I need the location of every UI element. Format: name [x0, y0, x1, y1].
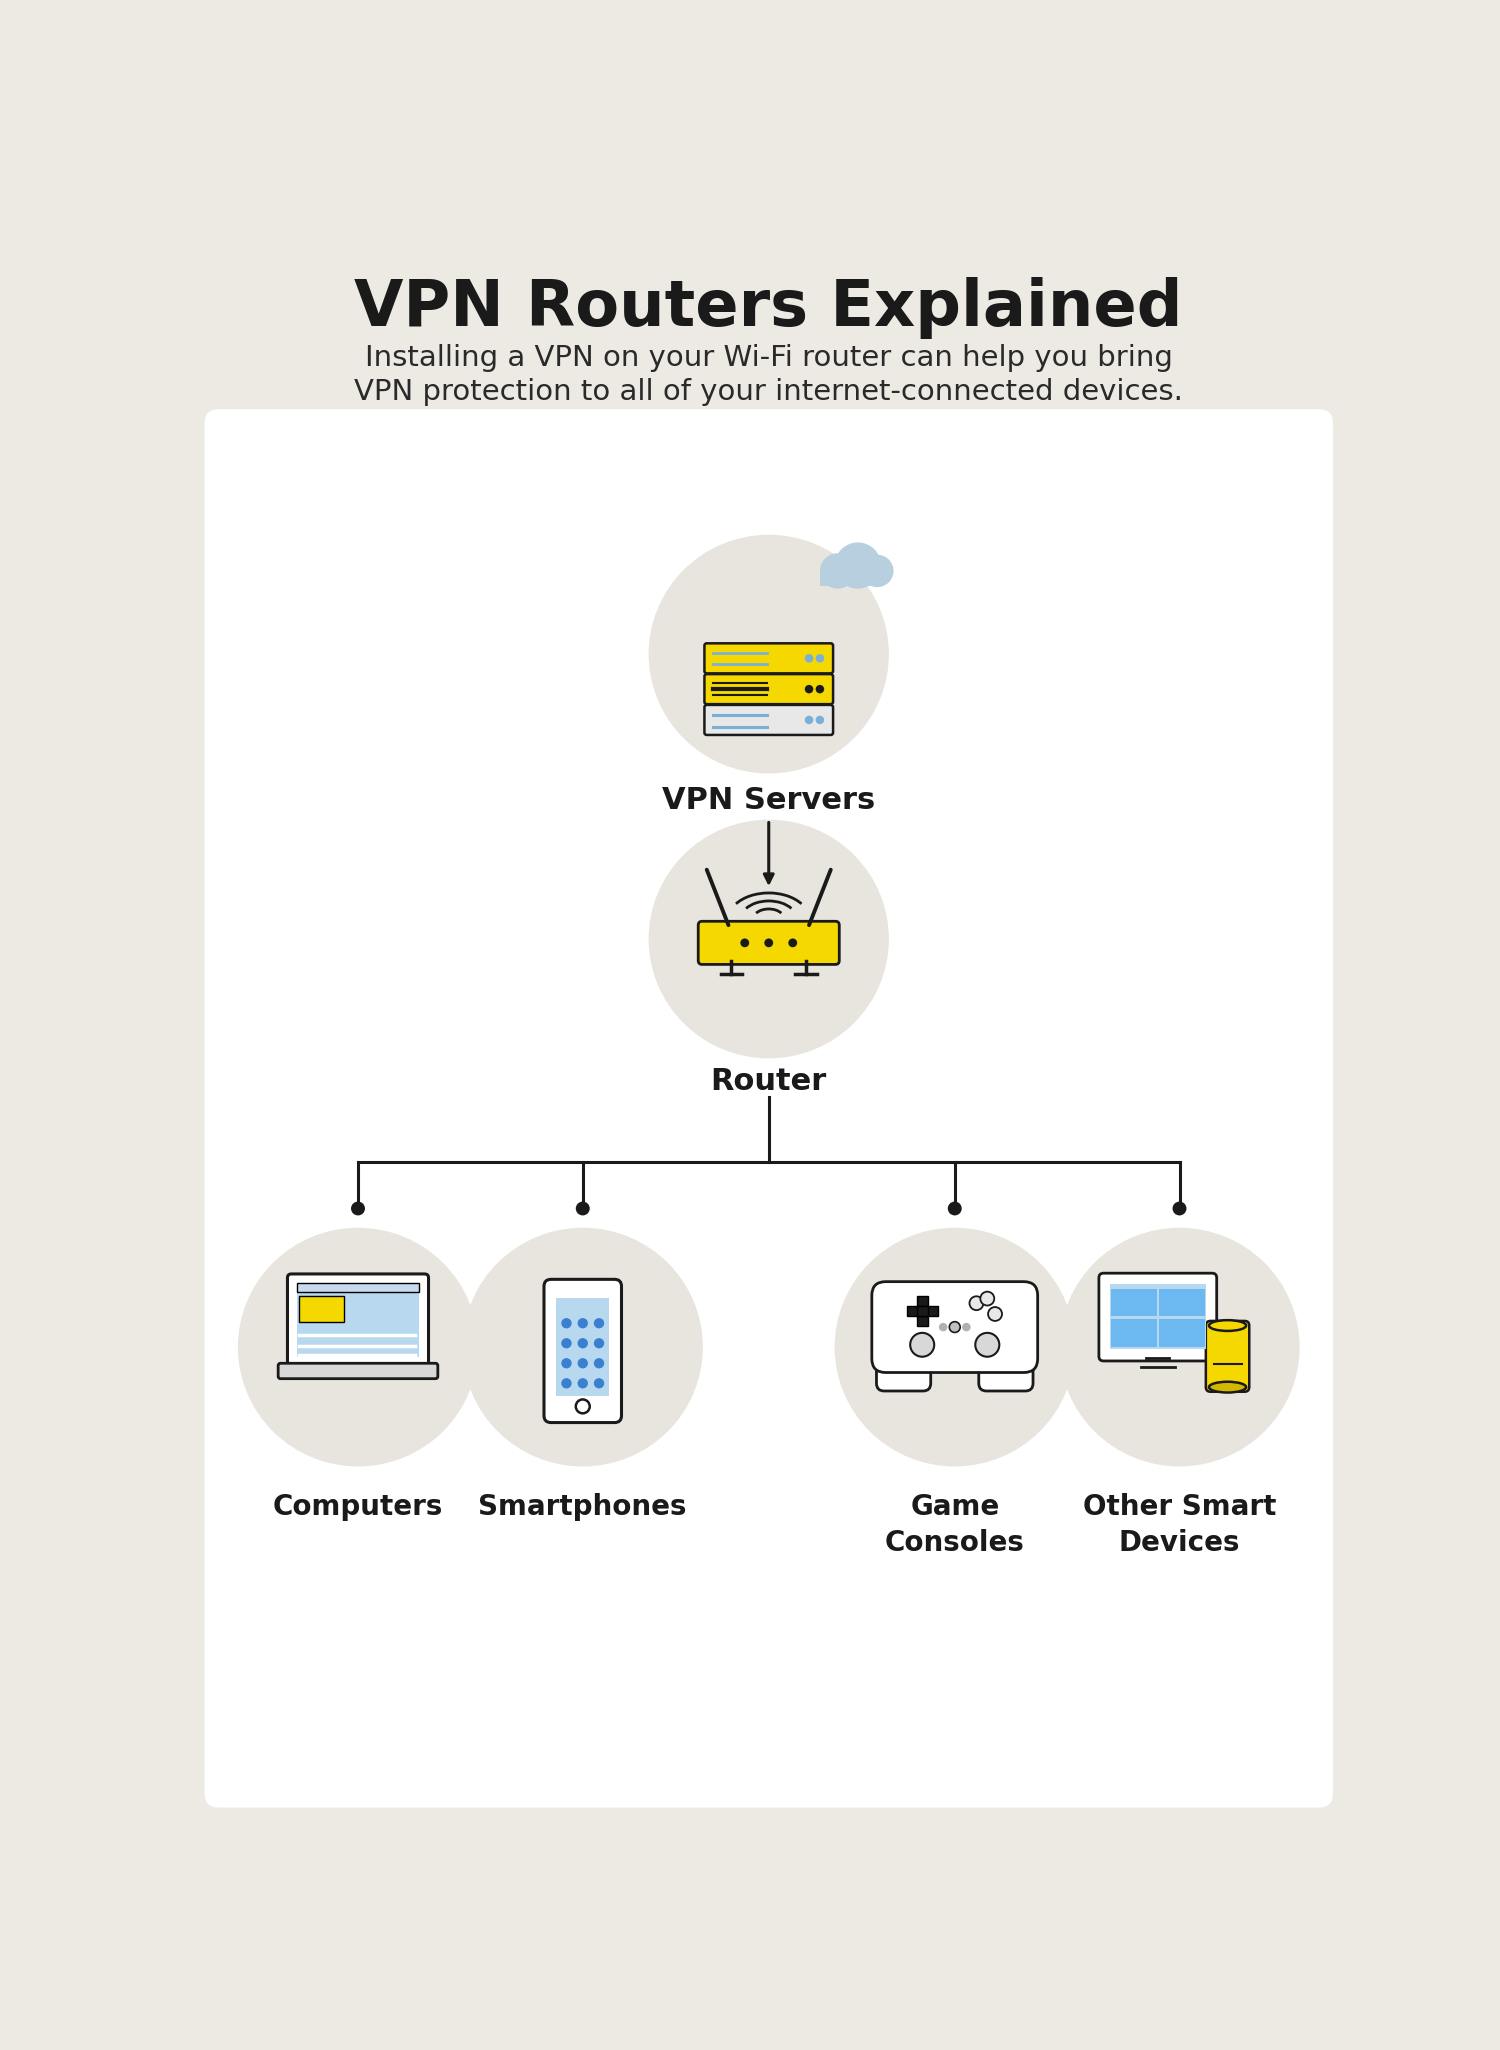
Circle shape [462, 1228, 704, 1466]
Circle shape [578, 1357, 588, 1369]
Circle shape [578, 1318, 588, 1328]
FancyBboxPatch shape [821, 572, 880, 586]
Circle shape [648, 820, 890, 1058]
Text: VPN Routers Explained: VPN Routers Explained [354, 277, 1184, 338]
Circle shape [969, 1296, 984, 1310]
FancyBboxPatch shape [705, 644, 833, 672]
FancyBboxPatch shape [916, 1296, 927, 1306]
Text: Installing a VPN on your Wi-Fi router can help you bring: Installing a VPN on your Wi-Fi router ca… [364, 344, 1173, 371]
FancyBboxPatch shape [906, 1306, 918, 1316]
FancyBboxPatch shape [1110, 1283, 1206, 1349]
Text: VPN Servers: VPN Servers [662, 785, 876, 816]
Circle shape [561, 1318, 572, 1328]
FancyBboxPatch shape [876, 1347, 930, 1392]
Circle shape [910, 1332, 934, 1357]
FancyBboxPatch shape [297, 1283, 418, 1357]
FancyBboxPatch shape [1112, 1289, 1156, 1316]
Circle shape [939, 1322, 948, 1330]
Circle shape [816, 715, 824, 724]
Circle shape [806, 654, 813, 662]
Circle shape [806, 685, 813, 693]
Circle shape [834, 1228, 1076, 1466]
Circle shape [578, 1378, 588, 1388]
Circle shape [1059, 1228, 1299, 1466]
Circle shape [741, 939, 748, 947]
Circle shape [351, 1201, 364, 1216]
FancyBboxPatch shape [1206, 1320, 1249, 1392]
Circle shape [981, 1292, 994, 1306]
FancyBboxPatch shape [698, 920, 840, 964]
FancyBboxPatch shape [278, 1363, 438, 1380]
Text: Router: Router [711, 1066, 827, 1097]
Circle shape [561, 1339, 572, 1349]
Text: Other Smart
Devices: Other Smart Devices [1083, 1492, 1276, 1558]
Circle shape [1173, 1201, 1186, 1216]
Circle shape [950, 1322, 960, 1332]
Circle shape [861, 556, 894, 586]
Circle shape [578, 1339, 588, 1349]
FancyBboxPatch shape [916, 1306, 927, 1316]
FancyBboxPatch shape [916, 1316, 927, 1326]
FancyBboxPatch shape [927, 1306, 938, 1316]
FancyBboxPatch shape [1100, 1273, 1216, 1361]
Circle shape [594, 1318, 604, 1328]
FancyBboxPatch shape [980, 1347, 1033, 1392]
Ellipse shape [1209, 1320, 1246, 1330]
Circle shape [648, 535, 890, 773]
FancyBboxPatch shape [288, 1273, 429, 1367]
Circle shape [948, 1201, 962, 1216]
FancyBboxPatch shape [705, 674, 833, 703]
Circle shape [594, 1378, 604, 1388]
Circle shape [962, 1322, 970, 1330]
Circle shape [594, 1357, 604, 1369]
FancyBboxPatch shape [871, 1281, 1038, 1374]
Circle shape [975, 1332, 999, 1357]
Circle shape [806, 715, 813, 724]
Text: Computers: Computers [273, 1492, 442, 1521]
Ellipse shape [1209, 1382, 1246, 1392]
Circle shape [816, 685, 824, 693]
Circle shape [576, 1201, 590, 1216]
Circle shape [821, 554, 855, 588]
Text: Smartphones: Smartphones [478, 1492, 687, 1521]
FancyBboxPatch shape [556, 1298, 609, 1396]
Circle shape [561, 1378, 572, 1388]
FancyBboxPatch shape [1160, 1320, 1204, 1347]
Circle shape [765, 939, 772, 947]
Circle shape [594, 1339, 604, 1349]
Text: Game
Consoles: Game Consoles [885, 1492, 1024, 1558]
Circle shape [238, 1228, 478, 1466]
Text: VPN protection to all of your internet-connected devices.: VPN protection to all of your internet-c… [354, 379, 1184, 406]
Circle shape [816, 654, 824, 662]
FancyBboxPatch shape [705, 705, 833, 736]
Circle shape [561, 1357, 572, 1369]
FancyBboxPatch shape [1112, 1320, 1156, 1347]
FancyBboxPatch shape [1160, 1289, 1204, 1316]
FancyBboxPatch shape [297, 1283, 418, 1292]
Circle shape [789, 939, 796, 947]
Circle shape [834, 543, 880, 588]
FancyBboxPatch shape [204, 410, 1334, 1808]
FancyBboxPatch shape [544, 1279, 621, 1423]
FancyBboxPatch shape [298, 1296, 344, 1322]
Circle shape [988, 1308, 1002, 1320]
